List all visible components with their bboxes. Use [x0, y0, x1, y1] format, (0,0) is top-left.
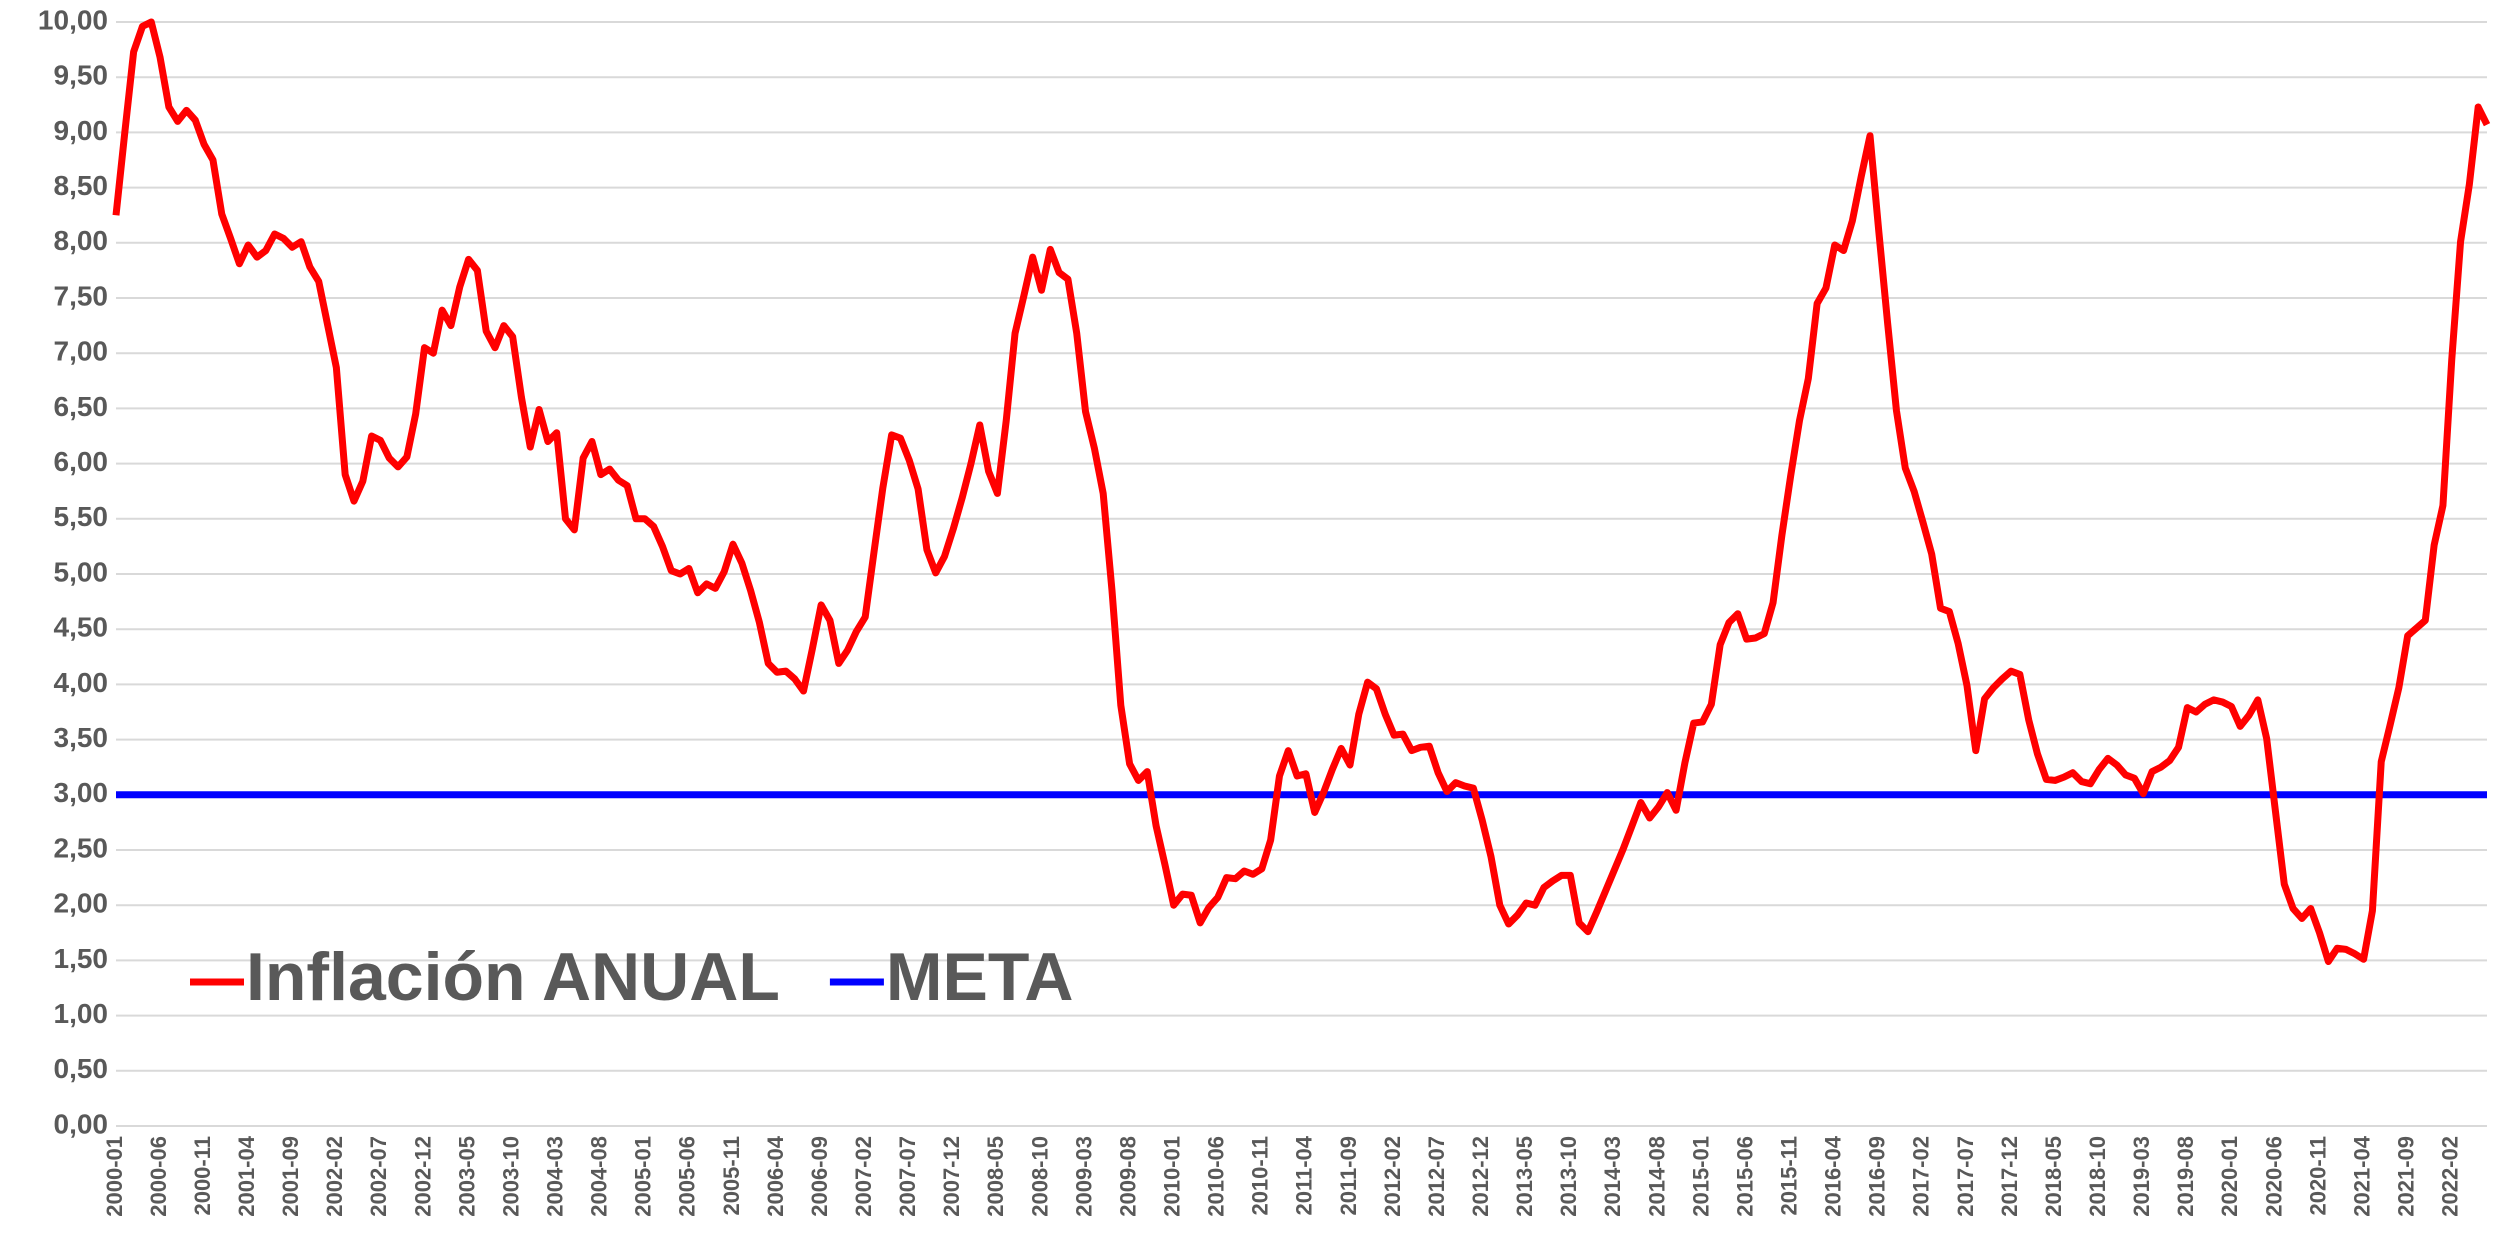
x-tick-label: 2013-10	[1556, 1136, 1581, 1217]
y-tick-label: 10,00	[38, 4, 108, 35]
y-tick-label: 3,00	[54, 777, 109, 808]
y-tick-label: 4,50	[54, 612, 109, 643]
y-tick-label: 0,00	[54, 1108, 109, 1139]
y-tick-label: 1,50	[54, 943, 109, 974]
x-tick-label: 2005-11	[719, 1136, 744, 1216]
x-tick-label: 2010-06	[1204, 1136, 1229, 1217]
x-tick-label: 2003-10	[498, 1136, 523, 1217]
x-tick-label: 2015-11	[1776, 1136, 1801, 1216]
x-tick-label: 2010-01	[1160, 1136, 1185, 1217]
x-tick-label: 2012-12	[1468, 1136, 1493, 1217]
x-tick-label: 2001-04	[234, 1135, 259, 1217]
x-tick-label: 2005-01	[631, 1136, 656, 1217]
x-tick-label: 2019-03	[2129, 1136, 2154, 1217]
x-tick-label: 2004-08	[587, 1136, 612, 1217]
y-tick-label: 7,50	[54, 280, 109, 311]
x-tick-label: 2017-07	[1953, 1136, 1978, 1217]
legend-label: Inflación ANUAL	[246, 939, 780, 1015]
y-tick-label: 9,00	[54, 115, 109, 146]
y-tick-label: 6,50	[54, 391, 109, 422]
y-tick-label: 6,00	[54, 446, 109, 477]
y-tick-label: 5,50	[54, 501, 109, 532]
x-tick-label: 2013-05	[1512, 1136, 1537, 1217]
x-tick-label: 2018-05	[2041, 1136, 2066, 1217]
x-tick-label: 2000-11	[190, 1136, 215, 1216]
y-tick-label: 4,00	[54, 667, 109, 698]
series-line	[112, 18, 2491, 965]
x-tick-label: 2009-03	[1071, 1136, 1096, 1217]
y-tick-label: 3,50	[54, 722, 109, 753]
x-tick-label: 2021-09	[2393, 1136, 2418, 1217]
x-tick-label: 2014-03	[1600, 1136, 1625, 1217]
y-tick-label: 2,00	[54, 888, 109, 919]
x-tick-label: 2014-08	[1644, 1136, 1669, 1217]
x-tick-label: 2008-05	[983, 1136, 1008, 1217]
x-tick-label: 2008-10	[1027, 1136, 1052, 1217]
x-tick-label: 2010-11	[1248, 1136, 1273, 1216]
x-tick-label: 2004-03	[543, 1136, 568, 1217]
y-tick-label: 8,50	[54, 170, 109, 201]
x-tick-label: 2000-06	[146, 1136, 171, 1217]
x-tick-label: 2015-01	[1688, 1136, 1713, 1217]
x-tick-label: 2015-06	[1732, 1136, 1757, 1217]
x-tick-label: 2006-04	[763, 1135, 788, 1217]
x-tick-label: 2000-01	[102, 1136, 127, 1217]
y-tick-label: 7,00	[54, 336, 109, 367]
x-tick-label: 2005-06	[675, 1136, 700, 1217]
x-tick-label: 2007-12	[939, 1136, 964, 1217]
y-tick-label: 8,00	[54, 225, 109, 256]
x-tick-label: 2002-07	[366, 1136, 391, 1217]
x-tick-label: 2018-10	[2085, 1136, 2110, 1217]
y-tick-label: 1,00	[54, 998, 109, 1029]
x-tick-label: 2007-07	[895, 1136, 920, 1217]
x-tick-label: 2019-08	[2173, 1136, 2198, 1217]
x-tick-label: 2016-04	[1821, 1135, 1846, 1217]
y-tick-label: 9,50	[54, 60, 109, 91]
x-tick-label: 2021-04	[2349, 1135, 2374, 1217]
x-tick-label: 2012-07	[1424, 1136, 1449, 1217]
x-tick-label: 2007-02	[851, 1136, 876, 1217]
y-tick-label: 2,50	[54, 832, 109, 863]
x-tick-label: 2006-09	[807, 1136, 832, 1217]
x-tick-label: 2017-02	[1909, 1136, 1934, 1217]
y-tick-label: 5,00	[54, 556, 109, 587]
x-tick-label: 2009-08	[1115, 1136, 1140, 1217]
x-tick-label: 2022-02	[2438, 1136, 2463, 1217]
y-tick-label: 0,50	[54, 1053, 109, 1084]
x-tick-label: 2016-09	[1865, 1136, 1890, 1217]
x-tick-label: 2003-05	[454, 1136, 479, 1217]
x-tick-label: 2020-06	[2261, 1136, 2286, 1217]
x-tick-label: 2011-09	[1336, 1136, 1361, 1216]
x-tick-label: 2017-12	[1997, 1136, 2022, 1217]
x-tick-label: 2002-12	[410, 1136, 435, 1217]
x-tick-label: 2020-11	[2305, 1136, 2330, 1216]
x-tick-label: 2002-02	[322, 1136, 347, 1217]
x-tick-label: 2012-02	[1380, 1136, 1405, 1217]
legend-label: META	[886, 939, 1074, 1015]
x-tick-label: 2011-04	[1292, 1135, 1317, 1215]
x-tick-label: 2020-01	[2217, 1136, 2242, 1217]
x-tick-label: 2001-09	[278, 1136, 303, 1217]
